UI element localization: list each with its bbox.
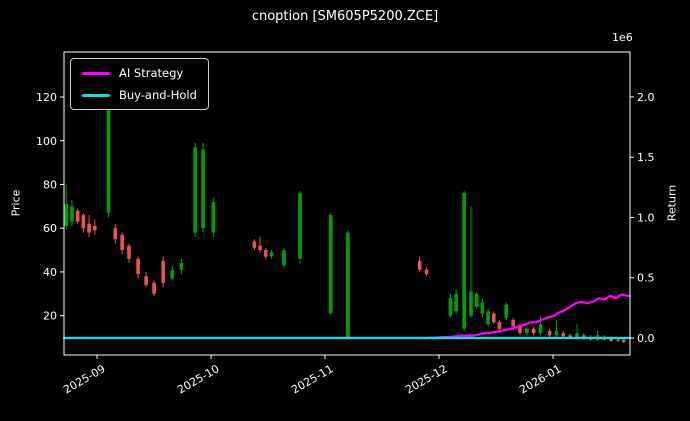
- chart-title: cnoption [SM605P5200.ZCE]: [251, 9, 439, 24]
- legend-item-ai-strategy: AI Strategy: [82, 66, 197, 80]
- right-axis-label: Return: [665, 184, 679, 222]
- left-axis-label: Price: [9, 189, 23, 217]
- return-series: [62, 293, 632, 340]
- svg-text:2.0: 2.0: [637, 91, 655, 104]
- svg-text:0.5: 0.5: [637, 272, 655, 285]
- ai-strategy-line-swatch: [82, 71, 110, 75]
- svg-text:2025-11: 2025-11: [289, 362, 335, 396]
- right-axis-offset-label: 1e6: [612, 31, 633, 44]
- svg-text:2025-09: 2025-09: [61, 362, 107, 396]
- buy-and-hold-line-swatch: [82, 93, 110, 97]
- legend: AI Strategy Buy-and-Hold: [70, 58, 209, 110]
- svg-text:120: 120: [36, 91, 57, 104]
- legend-label-ai-strategy: AI Strategy: [119, 66, 184, 80]
- plot-spines: [63, 51, 631, 356]
- svg-text:2026-01: 2026-01: [517, 362, 563, 396]
- svg-text:2025-12: 2025-12: [403, 362, 449, 396]
- candles: [64, 99, 626, 343]
- svg-text:1.0: 1.0: [637, 211, 655, 224]
- legend-label-buy-and-hold: Buy-and-Hold: [119, 88, 197, 102]
- legend-item-buy-and-hold: Buy-and-Hold: [82, 88, 197, 102]
- svg-text:60: 60: [43, 222, 57, 235]
- svg-text:1.5: 1.5: [637, 151, 655, 164]
- svg-text:0.0: 0.0: [637, 332, 655, 345]
- svg-text:100: 100: [36, 135, 57, 148]
- svg-text:20: 20: [43, 310, 57, 323]
- svg-text:2025-10: 2025-10: [175, 362, 221, 396]
- svg-text:80: 80: [43, 178, 57, 191]
- svg-text:40: 40: [43, 266, 57, 279]
